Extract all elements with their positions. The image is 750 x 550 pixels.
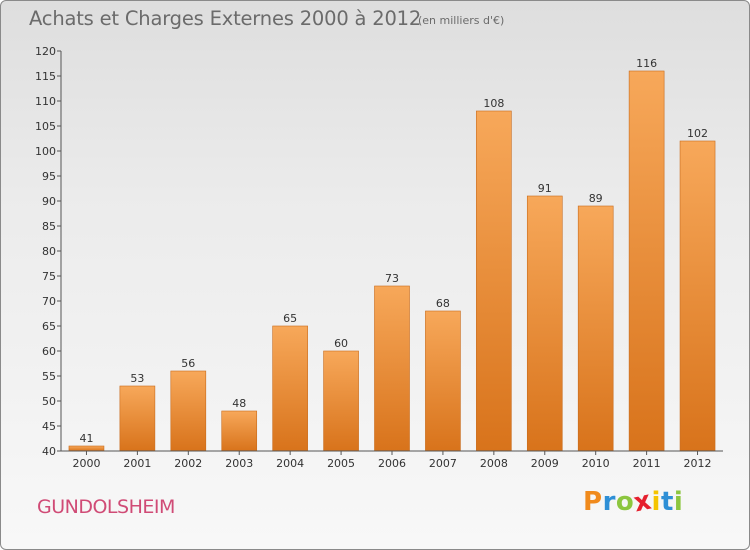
y-tick-label: 40 bbox=[42, 445, 56, 458]
y-tick-label: 60 bbox=[42, 345, 56, 358]
x-tick-label: 2010 bbox=[582, 457, 610, 470]
logo-letter: i bbox=[651, 487, 661, 517]
x-tick-label: 2009 bbox=[531, 457, 559, 470]
y-tick-label: 100 bbox=[35, 145, 56, 158]
bar-2006 bbox=[374, 285, 410, 452]
x-tick-label: 2002 bbox=[174, 457, 202, 470]
bar-2001 bbox=[119, 385, 156, 452]
y-tick-label: 90 bbox=[42, 195, 56, 208]
bar-value-label: 116 bbox=[636, 57, 657, 70]
bar-value-label: 91 bbox=[538, 182, 552, 195]
chart-subtitle: (en milliers d'€) bbox=[418, 14, 505, 27]
x-tick-label: 2003 bbox=[225, 457, 253, 470]
y-tick-label: 65 bbox=[42, 320, 56, 333]
logo-letter: P bbox=[583, 487, 603, 517]
bars: 41 53 56 48 65 60 73 68 108 91 89 116 102 bbox=[68, 57, 716, 452]
y-tick-label: 80 bbox=[42, 245, 56, 258]
bar-2004 bbox=[272, 325, 308, 452]
bar-value-label: 68 bbox=[436, 297, 450, 310]
bar-2005 bbox=[323, 350, 359, 452]
y-tick-label: 50 bbox=[42, 395, 56, 408]
y-tick-label: 75 bbox=[42, 270, 56, 283]
x-tick-label: 2000 bbox=[72, 457, 100, 470]
bar-value-label: 48 bbox=[232, 397, 246, 410]
bar-2000 bbox=[68, 445, 105, 452]
x-tick-label: 2004 bbox=[276, 457, 304, 470]
bar-value-label: 53 bbox=[130, 372, 144, 385]
bar-2010 bbox=[577, 205, 614, 452]
x-tick-label: 2011 bbox=[633, 457, 661, 470]
y-tick-label: 110 bbox=[35, 95, 56, 108]
y-tick-label: 120 bbox=[35, 45, 56, 58]
x-tick-label: 2008 bbox=[480, 457, 508, 470]
logo-letter: t bbox=[660, 487, 674, 517]
x-axis: 2000 2001 2002 2003 2004 2005 2006 2007 2008 2009… bbox=[61, 450, 723, 470]
y-tick-label: 55 bbox=[42, 370, 56, 383]
bar-value-label: 102 bbox=[687, 127, 708, 140]
logo-letter: o bbox=[615, 487, 635, 517]
bar-2003 bbox=[221, 410, 258, 452]
y-axis: 40 45 50 55 60 65 70 75 80 85 90 95 100 105 110 115 120 bbox=[35, 45, 62, 458]
y-tick-label: 70 bbox=[42, 295, 56, 308]
y-tick-label: 105 bbox=[35, 120, 56, 133]
y-tick-label: 85 bbox=[42, 220, 56, 233]
x-tick-label: 2006 bbox=[378, 457, 406, 470]
proxiti-logo[interactable]: Proxiti bbox=[583, 486, 684, 519]
place-name: GUNDOLSHEIM bbox=[37, 496, 175, 518]
bar-value-label: 89 bbox=[589, 192, 603, 205]
x-tick-label: 2012 bbox=[684, 457, 712, 470]
bar-2002 bbox=[170, 370, 207, 452]
y-tick-label: 115 bbox=[35, 70, 56, 83]
x-tick-label: 2005 bbox=[327, 457, 355, 470]
x-tick-label: 2001 bbox=[123, 457, 151, 470]
bar-value-label: 56 bbox=[181, 357, 195, 370]
bar-value-label: 73 bbox=[385, 272, 399, 285]
y-tick-label: 95 bbox=[42, 170, 56, 183]
bar-value-label: 108 bbox=[483, 97, 504, 110]
bar-2009 bbox=[526, 195, 563, 452]
chart-title: Achats et Charges Externes 2000 à 2012 bbox=[29, 7, 422, 30]
bar-2012 bbox=[679, 140, 716, 452]
logo-letter: r bbox=[602, 487, 616, 517]
y-tick-label: 45 bbox=[42, 420, 56, 433]
bar-2011 bbox=[628, 70, 665, 452]
x-tick-label: 2007 bbox=[429, 457, 457, 470]
bar-2007 bbox=[425, 310, 461, 452]
bar-value-label: 60 bbox=[334, 337, 348, 350]
logo-letter: i bbox=[673, 487, 684, 517]
bar-2008 bbox=[476, 110, 512, 452]
bar-value-label: 41 bbox=[79, 432, 93, 445]
bar-value-label: 65 bbox=[283, 312, 297, 325]
